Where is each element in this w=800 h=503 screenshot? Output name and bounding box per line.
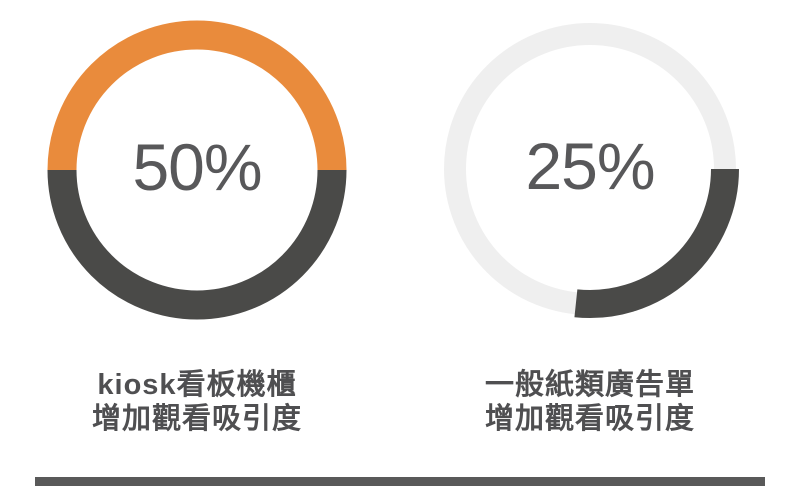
caption-paper-line1: 一般紙類廣告單: [484, 369, 695, 401]
donut-chart-kiosk: 50%: [37, 10, 357, 330]
caption-kiosk-line2: 增加觀看吸引度: [91, 403, 302, 435]
caption-paper: 一般紙類廣告單 增加觀看吸引度: [430, 368, 750, 436]
donut-chart-paper-svg: [444, 23, 739, 318]
caption-kiosk: kiosk看板機櫃 增加觀看吸引度: [37, 368, 357, 436]
donut-paper-value-arc: [574, 168, 739, 318]
donut-kiosk-value-arc: [47, 20, 347, 171]
bottom-divider-bar: [35, 477, 765, 486]
donut-chart-kiosk-svg: [47, 20, 347, 320]
caption-kiosk-line1: kiosk看板機櫃: [97, 369, 297, 401]
caption-paper-line2: 增加觀看吸引度: [484, 403, 695, 435]
donut-kiosk-remainder-arc: [47, 169, 347, 320]
donut-chart-paper: 25%: [430, 9, 750, 329]
